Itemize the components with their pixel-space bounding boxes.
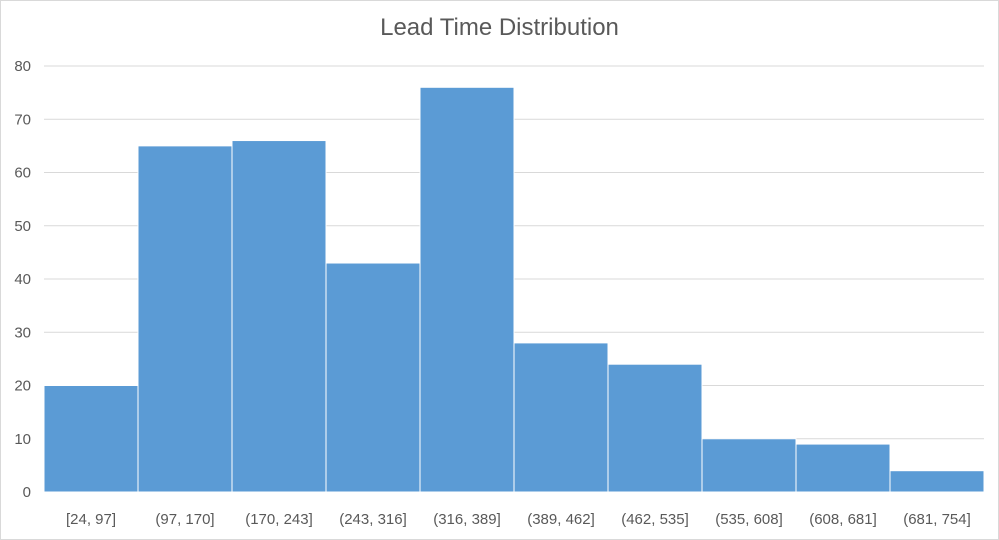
x-tick-label: (608, 681] (809, 511, 877, 528)
histogram-bar (43, 385, 139, 493)
y-tick-label: 50 (14, 218, 31, 235)
y-tick-label: 0 (23, 484, 31, 501)
histogram-bar (607, 363, 703, 493)
y-axis: 0 10 20 30 40 50 60 70 80 (14, 58, 31, 501)
x-tick-label: (462, 535] (621, 511, 689, 528)
x-axis: [24, 97] (97, 170] (170, 243] (243, 316] (31… (66, 511, 971, 528)
histogram-bar (325, 262, 421, 493)
chart-title: Lead Time Distribution (380, 14, 619, 41)
x-tick-label: (97, 170] (155, 511, 214, 528)
x-tick-label: (316, 389] (433, 511, 501, 528)
histogram-bar (889, 470, 985, 493)
bars-layer (43, 86, 985, 493)
histogram-bar (231, 140, 327, 493)
histogram-bar (795, 443, 891, 493)
x-tick-label: (681, 754] (903, 511, 971, 528)
y-tick-label: 30 (14, 324, 31, 341)
y-tick-label: 60 (14, 165, 31, 182)
y-tick-label: 20 (14, 378, 31, 395)
x-tick-label: [24, 97] (66, 511, 116, 528)
histogram-bar (419, 86, 515, 493)
y-tick-label: 70 (14, 111, 31, 128)
x-tick-label: (389, 462] (527, 511, 595, 528)
histogram-bar (137, 145, 233, 493)
y-tick-label: 80 (14, 58, 31, 75)
x-tick-label: (243, 316] (339, 511, 407, 528)
y-tick-label: 40 (14, 271, 31, 288)
histogram-bar (513, 342, 609, 493)
histogram-bar (701, 438, 797, 493)
x-tick-label: (535, 608] (715, 511, 783, 528)
x-tick-label: (170, 243] (245, 511, 313, 528)
y-tick-label: 10 (14, 431, 31, 448)
